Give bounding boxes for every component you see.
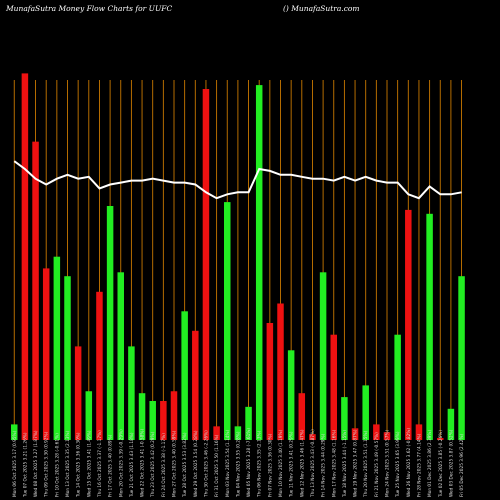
bar [394, 334, 401, 440]
bar [32, 141, 39, 440]
x-tick-label: Thu 06 Nov 2025 3.35 (2.13%) [257, 430, 263, 498]
x-tick-label: Wed 19 Nov 2025 3.47 (0.87%) [353, 429, 359, 497]
x-tick-label: Mon 20 Oct 2025 3.39 (-0.29%) [118, 429, 124, 497]
x-tick-label: Mon 27 Oct 2025 3.40 (0.59%) [172, 430, 178, 497]
bar [106, 206, 114, 440]
bar [11, 424, 18, 440]
x-tick-label: Thu 30 Oct 2025 3.46 (-2.26%) [203, 430, 209, 498]
site-credit: () MunafaSutra.com [283, 4, 360, 13]
x-tick-label: Fri 31 Oct 2025 3.50 (1.16%) [214, 434, 220, 497]
x-tick-label: Wed 12 Nov 2025 3.46 (1.47%) [299, 429, 305, 497]
bar [213, 426, 220, 440]
bar [426, 213, 433, 440]
bar [255, 85, 263, 440]
bar [234, 426, 242, 440]
x-tick-label: Thu 09 Oct 2025 3.30 (0.92%) [44, 431, 50, 498]
x-tick-label: Fri 17 Oct 2025 3.40 (0.89%) [108, 434, 114, 497]
bar [415, 424, 423, 440]
bar [181, 311, 188, 440]
bar [437, 438, 444, 440]
x-tick-label: Mon 01 Dec 2025 3.86 (2.39%) [427, 429, 433, 497]
x-tick-label: Tue 21 Oct 2025 3.43 (1.18%) [129, 432, 135, 498]
bar [447, 408, 455, 440]
x-tick-label: Fri 10 Oct 2025 3.28 (-0.61%) [54, 433, 60, 497]
x-tick-label: Wed 05 Nov 2025 3.28 (-7.61%) [246, 428, 252, 497]
x-tick-label: Thu 20 Nov 2025 3.51 (1.15%) [363, 430, 369, 498]
x-tick-label: Tue 02 Dec 2025 3.85 (-0.26%) [438, 430, 444, 498]
bar [224, 202, 231, 440]
bar [64, 276, 71, 440]
bar [149, 401, 156, 440]
bar [170, 391, 178, 440]
bar [277, 303, 284, 440]
bar [362, 385, 369, 440]
x-tick-label: Fri 21 Nov 2025 3.49 (-0.57%) [374, 432, 380, 497]
x-tick-label: Mon 06 Oct 2025 3.17 (0.95%) [12, 430, 18, 497]
x-tick-label: Thu 13 Nov 2025 3.43 (-0.87%) [310, 429, 316, 498]
bar [138, 393, 146, 440]
x-tick-label: Mon 17 Nov 2025 3.48 (1.16%) [331, 429, 337, 497]
bar [319, 272, 327, 440]
bar [405, 209, 412, 440]
price-line [13, 160, 462, 200]
x-tick-label: Wed 22 Oct 2025 3.41 (-0.58%) [140, 429, 146, 497]
bar [42, 268, 50, 440]
x-tick-label: Wed 29 Oct 2025 3.54 (0.28%) [193, 430, 199, 497]
x-tick-label: Fri 05 Dec 2025 3.96 (2.42%) [459, 433, 465, 497]
bar [330, 334, 337, 440]
x-tick-label: Thu 23 Oct 2025 3.42 (0.29%) [150, 431, 156, 498]
x-axis-labels: Fri 05 Dec 2025 3.96 (2.42%) Wed 03 Dec 2… [12, 428, 465, 498]
x-tick-label: Fri 24 Oct 2025 3.38 (-1.17%) [161, 433, 167, 497]
chart-title: MunafaSutra Money Flow Charts for UUFC [5, 4, 172, 13]
bar [309, 434, 316, 440]
x-tick-label: Tue 14 Oct 2025 3.36 (0.30%) [76, 432, 82, 498]
x-tick-label: Tue 18 Nov 2025 3.44 (-1.15%) [342, 430, 348, 498]
bar [128, 346, 135, 440]
bar [21, 73, 29, 441]
x-tick-label: Tue 04 Nov 2025 3.55 (0.28%) [235, 431, 241, 498]
bar [298, 393, 306, 440]
bar [202, 89, 210, 440]
bar [383, 432, 391, 440]
x-tick-label: Tue 07 Oct 2025 3.21 (1.26%) [22, 432, 28, 498]
bar [192, 330, 199, 440]
x-tick-label: Fri 14 Nov 2025 3.44 (0.29%) [321, 433, 327, 497]
bar [245, 406, 252, 440]
bar [266, 323, 274, 440]
x-tick-label: Fri 28 Nov 2025 3.77 (4.14%) [416, 433, 422, 497]
bar [351, 428, 359, 440]
bar [74, 346, 82, 440]
x-tick-label: Mon 13 Oct 2025 3.35 (2.13%) [65, 430, 71, 497]
bar [373, 424, 380, 440]
bar [85, 391, 93, 440]
x-tick-label: Thu 16 Oct 2025 3.37 (-1.17%) [97, 430, 103, 498]
bar [53, 256, 61, 440]
x-tick-label: Tue 11 Nov 2025 3.41 (0.29%) [289, 431, 295, 498]
x-tick-label: Mon 24 Nov 2025 3.51 (0.57%) [385, 429, 391, 497]
x-tick-label: Wed 15 Oct 2025 3.41 (1.49%) [86, 430, 92, 497]
bars [11, 73, 465, 441]
x-tick-label: Wed 26 Nov 2025 3.62 (-0.82%) [406, 428, 412, 497]
x-tick-label: Wed 03 Dec 2025 3.87 (0.52%) [448, 429, 454, 497]
x-tick-label: Mon 03 Nov 2025 3.54 (1.14%) [225, 429, 231, 497]
bar [96, 291, 103, 440]
x-tick-label: Tue 28 Oct 2025 3.53 (3.82%) [182, 432, 188, 498]
price-line-path [13, 160, 462, 200]
bar [287, 350, 295, 440]
bar [117, 272, 124, 440]
bar [160, 401, 167, 440]
x-tick-label: Tue 25 Nov 2025 3.65 (3.99%) [395, 431, 401, 498]
x-tick-label: Mon 10 Nov 2025 3.40 (1.19%) [278, 429, 284, 497]
bar [341, 397, 348, 440]
bar [458, 276, 465, 440]
x-tick-label: Fri 07 Nov 2025 3.36 (0.30%) [267, 433, 273, 497]
x-tick-label: Wed 08 Oct 2025 3.27 (1.87%) [33, 430, 39, 497]
